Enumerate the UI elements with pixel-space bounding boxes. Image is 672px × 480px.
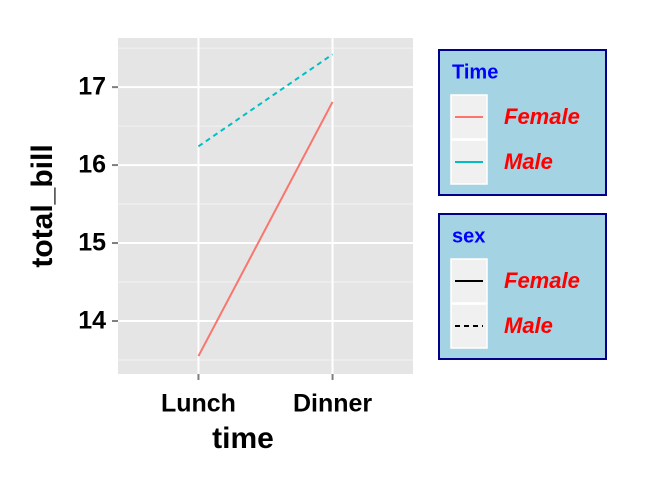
legend-title: Time [452,61,498,83]
series-line [197,101,334,357]
legend-label: Female [504,268,580,293]
legend-label: Male [504,149,553,174]
panel [118,38,413,374]
x-axis-title: time [212,422,274,455]
legend-label: Male [504,313,553,338]
y-tick-label: 16 [78,151,106,179]
x-tick-label: Dinner [293,390,372,418]
y-tick-label: 14 [78,307,106,335]
y-axis-title: total_bill [26,144,59,267]
legend-title: sex [452,225,485,247]
series-line [197,53,334,148]
y-tick-label: 15 [78,229,106,257]
y-tick-label: 17 [78,73,106,101]
legend-label: Female [504,104,580,129]
x-tick-label: Lunch [161,390,236,418]
